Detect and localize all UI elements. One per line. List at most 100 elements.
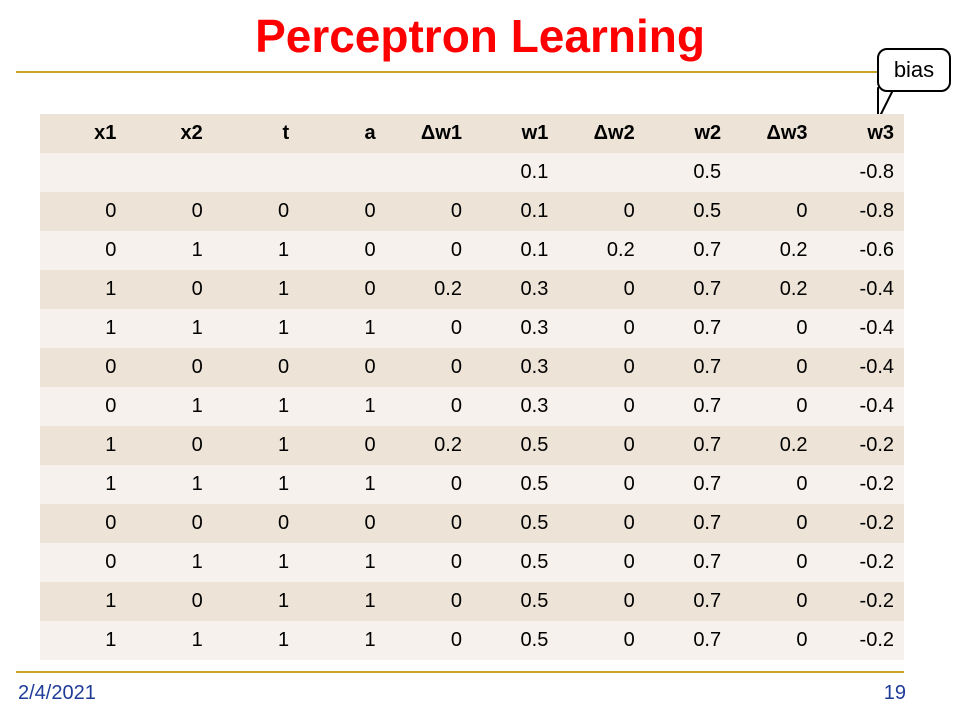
table-cell: 0 (450, 473, 462, 495)
table-cell: 0.2 (434, 434, 462, 456)
table-cell: 0 (796, 551, 808, 573)
table-cell: 0.5 (520, 551, 549, 573)
table-cell: 0.7 (693, 395, 722, 417)
table-cell: 1 (278, 551, 290, 573)
table-cell: -0.2 (859, 512, 894, 534)
table-cell: 0.3 (520, 278, 549, 300)
table-row: 1 0 1 0 0.2 0.3 0 0.7 0.2 -0.4 (40, 270, 904, 309)
table-cell: 1 (364, 473, 376, 495)
table-cell: 0.5 (520, 629, 549, 651)
table-cell: 0 (278, 200, 290, 222)
table-cell: 0.7 (693, 434, 722, 456)
table-cell: 0.5 (520, 590, 549, 612)
table-cell (40, 153, 126, 192)
table-cell: 0.5 (693, 161, 722, 183)
table-cell: -0.4 (859, 395, 894, 417)
table-cell: 0 (796, 356, 808, 378)
table-cell: 1 (278, 434, 290, 456)
table-body: 0.1 0.5 -0.8 0 0 0 0 0 0.1 0 0.5 0 -0.8 0 1 1 0 0 0.1 0.2 0.… (40, 153, 904, 660)
table-cell: 0.7 (693, 473, 722, 495)
table-cell: -0.2 (859, 590, 894, 612)
table-row: 0.1 0.5 -0.8 (40, 153, 904, 192)
slide-title: Perceptron Learning (255, 10, 705, 62)
table-cell: 1 (364, 395, 376, 417)
table-cell: 1 (105, 629, 117, 651)
table-cell: 0.2 (779, 434, 808, 456)
table-cell: 0 (450, 356, 462, 378)
table-cell: 1 (191, 317, 203, 339)
table-cell: 0 (623, 629, 635, 651)
table-cell: 0 (796, 395, 808, 417)
table-cell: -0.4 (859, 278, 894, 300)
table-cell: 0.3 (520, 356, 549, 378)
table-cell: 0 (105, 395, 117, 417)
table-cell: 0 (364, 200, 376, 222)
column-header: w1 (521, 122, 549, 144)
table-cell: 0 (450, 317, 462, 339)
table-cell: 1 (278, 239, 290, 261)
column-header: x2 (180, 122, 203, 144)
table-cell: 0 (450, 590, 462, 612)
table-cell: 0 (450, 629, 462, 651)
table-cell: 0 (191, 278, 203, 300)
table-cell: 0 (364, 278, 376, 300)
column-header: w2 (694, 122, 722, 144)
table-cell: 0.1 (520, 161, 549, 183)
table-header-row: x1 x2 t a Δw1 w1 Δw2 w2 Δw3 w3 (40, 114, 904, 153)
table-cell: 0 (623, 512, 635, 534)
table-row: 1 1 1 1 0 0.5 0 0.7 0 -0.2 (40, 465, 904, 504)
table-cell: 0 (623, 434, 635, 456)
table-row: 0 1 1 0 0 0.1 0.2 0.7 0.2 -0.6 (40, 231, 904, 270)
table-cell: -0.8 (859, 200, 894, 222)
table-row: 0 1 1 1 0 0.3 0 0.7 0 -0.4 (40, 387, 904, 426)
table-cell: 0 (191, 200, 203, 222)
table-cell: 1 (191, 629, 203, 651)
table-cell (386, 153, 472, 192)
bias-callout: bias (877, 48, 951, 92)
table-cell: 0 (191, 434, 203, 456)
table-cell: 0 (623, 590, 635, 612)
table-cell: 0 (278, 512, 290, 534)
table-cell: 1 (364, 317, 376, 339)
table-cell: -0.6 (859, 239, 894, 261)
table-cell: 0.5 (693, 200, 722, 222)
table-cell: 1 (191, 239, 203, 261)
table-cell: 1 (105, 590, 117, 612)
table-cell: 0 (450, 551, 462, 573)
table-cell: 0.1 (520, 200, 549, 222)
table-cell: 0.7 (693, 512, 722, 534)
table-cell: 0.3 (520, 317, 549, 339)
table-cell: 0.7 (693, 239, 722, 261)
column-header: Δw3 (766, 122, 808, 144)
table-cell: -0.2 (859, 473, 894, 495)
perceptron-table: x1 x2 t a Δw1 w1 Δw2 w2 Δw3 w3 0.1 0.5 -0.8 0 0 0 0 0 0.1… (40, 114, 904, 660)
table-cell (213, 153, 299, 192)
table-cell: 0 (105, 551, 117, 573)
table-cell: 0 (796, 590, 808, 612)
table-cell: 0.7 (693, 629, 722, 651)
table-cell (558, 153, 644, 192)
table-cell: 0.7 (693, 551, 722, 573)
table-cell: 1 (364, 590, 376, 612)
table-cell: 1 (278, 629, 290, 651)
table-cell: 1 (191, 551, 203, 573)
table-cell: 0.7 (693, 356, 722, 378)
column-header: Δw2 (593, 122, 635, 144)
table-cell: 1 (364, 551, 376, 573)
table-cell: 0.5 (520, 512, 549, 534)
table-cell: 0 (105, 239, 117, 261)
table-cell: 0 (796, 512, 808, 534)
column-header: a (364, 122, 376, 144)
table-cell: -0.8 (859, 161, 894, 183)
table-cell: 0 (450, 512, 462, 534)
column-header: t (282, 122, 290, 144)
table-cell: 1 (278, 590, 290, 612)
table-cell: 0 (191, 512, 203, 534)
table-cell: 0 (450, 395, 462, 417)
table-cell: 0 (796, 629, 808, 651)
table-cell: 1 (278, 473, 290, 495)
table-row: 1 1 1 1 0 0.3 0 0.7 0 -0.4 (40, 309, 904, 348)
table-cell: 1 (278, 278, 290, 300)
table-cell: 0 (796, 200, 808, 222)
column-header: Δw1 (420, 122, 462, 144)
